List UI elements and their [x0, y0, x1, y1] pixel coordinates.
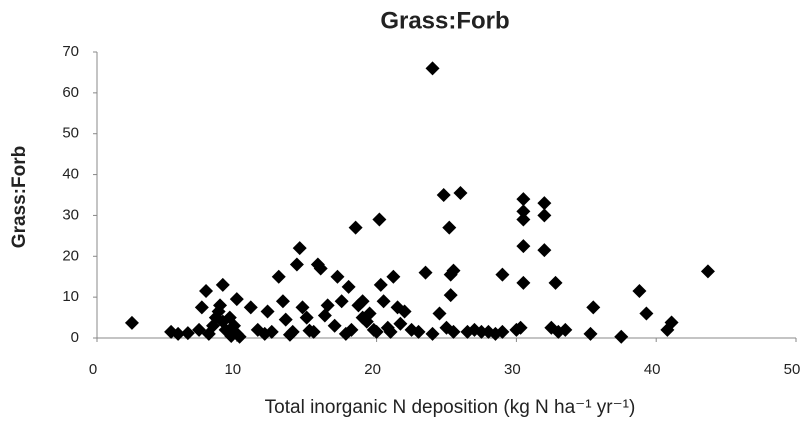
point	[295, 300, 310, 315]
point	[344, 322, 359, 337]
point	[411, 324, 426, 339]
point	[516, 192, 531, 207]
point	[548, 275, 563, 290]
point	[320, 298, 335, 313]
point	[558, 322, 573, 337]
y-tick-label: 10	[62, 288, 79, 305]
point	[397, 304, 412, 319]
x-tick-label: 50	[784, 361, 800, 378]
x-axis-title: Total inorganic N deposition (kg N ha⁻¹ …	[265, 397, 636, 418]
x-tick-label: 40	[644, 361, 661, 378]
point	[442, 220, 457, 235]
y-tick-label: 30	[62, 206, 79, 223]
point	[516, 204, 531, 219]
point	[373, 277, 388, 292]
y-tick-label: 70	[62, 43, 79, 60]
point	[614, 329, 629, 344]
point	[425, 326, 440, 341]
y-tick-label: 0	[71, 329, 79, 346]
point	[516, 212, 531, 227]
y-tick-label: 50	[62, 125, 79, 142]
point	[495, 324, 510, 339]
point	[232, 329, 247, 344]
point	[537, 243, 552, 258]
point	[513, 320, 528, 335]
point	[278, 312, 293, 327]
point	[446, 324, 461, 339]
point	[369, 324, 384, 339]
point	[264, 324, 279, 339]
chart-title: Grass:Forb	[380, 7, 509, 34]
point	[586, 300, 601, 315]
point	[446, 263, 461, 278]
point	[443, 288, 458, 303]
point	[215, 277, 230, 292]
point	[386, 269, 401, 284]
point	[516, 275, 531, 290]
point	[317, 308, 332, 323]
point	[393, 316, 408, 331]
x-tick-label: 30	[504, 361, 521, 378]
point	[355, 294, 370, 309]
point	[224, 328, 239, 343]
point	[299, 310, 314, 325]
y-tick-label: 60	[62, 84, 79, 101]
point	[425, 61, 440, 76]
point	[285, 324, 300, 339]
point	[632, 284, 647, 299]
point	[180, 326, 195, 341]
point	[537, 196, 552, 211]
point	[432, 306, 447, 321]
x-tick-label: 20	[364, 361, 381, 378]
point	[213, 298, 228, 313]
point	[376, 294, 391, 309]
point	[289, 257, 304, 272]
point	[292, 241, 307, 256]
point	[313, 261, 328, 276]
point	[229, 292, 244, 307]
point	[383, 324, 398, 339]
point	[372, 212, 387, 227]
point	[199, 284, 214, 299]
point	[275, 294, 290, 309]
point	[327, 318, 342, 333]
point	[334, 294, 349, 309]
point	[194, 300, 209, 315]
point	[495, 267, 510, 282]
point	[330, 269, 345, 284]
y-tick-label: 40	[62, 166, 79, 183]
y-tick-label: 20	[62, 247, 79, 264]
point	[306, 324, 321, 339]
point	[436, 188, 451, 202]
point	[124, 315, 139, 330]
point	[583, 326, 598, 341]
point	[700, 264, 715, 279]
point	[260, 304, 275, 319]
x-tick-label: 10	[224, 361, 241, 378]
point	[243, 300, 258, 315]
point	[341, 279, 356, 294]
point	[639, 306, 654, 321]
point	[348, 220, 363, 235]
point	[171, 326, 186, 341]
point	[418, 265, 433, 280]
point	[453, 185, 468, 200]
point	[271, 269, 286, 284]
point	[537, 208, 552, 223]
x-tick-label: 0	[89, 361, 97, 378]
y-axis-title: Grass:Forb	[9, 146, 30, 248]
point	[516, 239, 531, 254]
point	[362, 306, 377, 321]
point	[664, 315, 679, 330]
